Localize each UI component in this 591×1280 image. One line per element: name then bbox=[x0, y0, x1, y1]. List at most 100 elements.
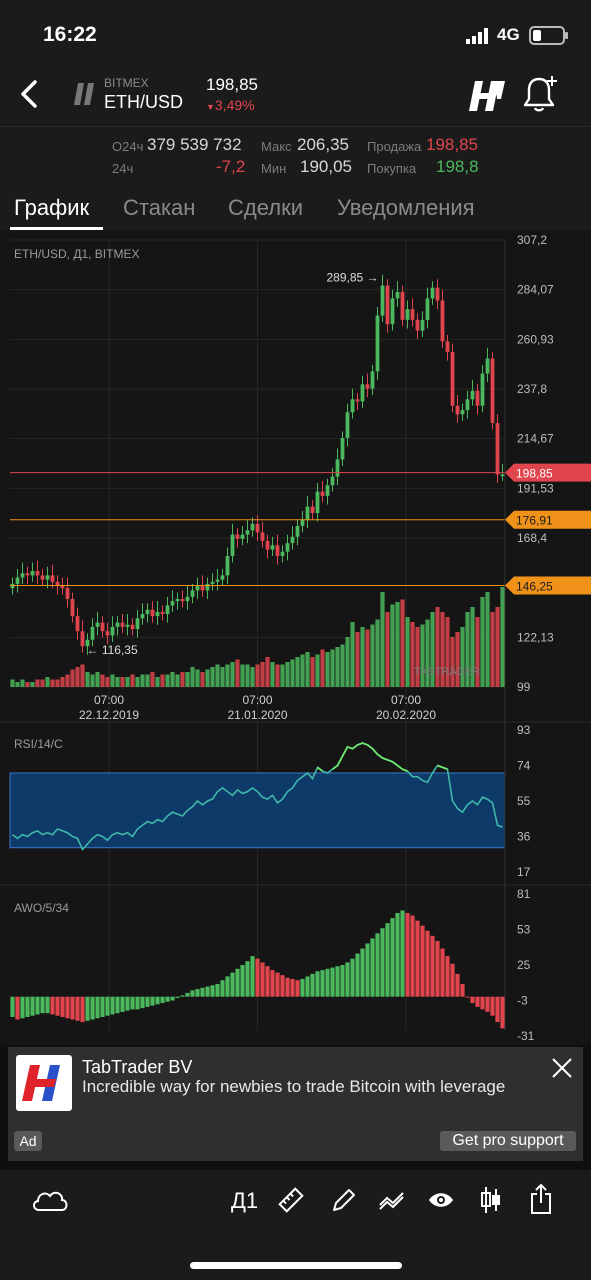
candle bbox=[355, 399, 360, 402]
awo-bar bbox=[70, 996, 75, 1020]
volume-bar bbox=[295, 657, 300, 687]
candle bbox=[445, 341, 450, 353]
y-tick-label: 284,07 bbox=[517, 283, 554, 297]
candle bbox=[160, 611, 165, 615]
candle bbox=[395, 291, 400, 299]
volume-bar bbox=[185, 672, 190, 687]
awo-bar bbox=[395, 913, 400, 997]
volume-bar bbox=[440, 612, 445, 687]
tab-bar: График Стакан Сделки Уведомления bbox=[0, 184, 591, 230]
ticker-header: BITMEX ETH/USD 198,85 ▼3,49% bbox=[0, 68, 591, 126]
back-icon[interactable] bbox=[17, 79, 45, 109]
eye-icon[interactable] bbox=[428, 1191, 454, 1209]
volume-bar bbox=[80, 664, 85, 687]
volume-bar bbox=[120, 677, 125, 687]
price-chart[interactable]: 307,2 284,07 260,93 237,8 214,67 191,53 168,4 1… bbox=[0, 230, 591, 1045]
market-stats: O24ч 379 539 732 24ч -7,2 Макс 206,35 Ми… bbox=[0, 126, 591, 186]
awo-bar bbox=[200, 987, 205, 997]
tabtrader-logo-icon[interactable] bbox=[469, 81, 505, 111]
rsi-overbought-line bbox=[316, 766, 324, 772]
awo-bar bbox=[370, 938, 375, 997]
rsi-overbought-line bbox=[331, 742, 408, 772]
awo-bar bbox=[25, 996, 30, 1017]
price-level-label: 146,25 bbox=[516, 580, 553, 594]
pencil-icon[interactable] bbox=[330, 1186, 356, 1214]
awo-bar bbox=[185, 992, 190, 997]
awo-bar bbox=[120, 996, 125, 1012]
candle bbox=[315, 491, 320, 514]
get-pro-support-button[interactable]: Get pro support bbox=[440, 1131, 576, 1151]
volume-bar bbox=[210, 667, 215, 687]
volume-bar bbox=[380, 592, 385, 687]
candle bbox=[440, 300, 445, 342]
y-tick-label: 260,93 bbox=[517, 332, 554, 346]
awo-bar bbox=[475, 996, 480, 1007]
volume-bar bbox=[200, 672, 205, 687]
candle bbox=[465, 399, 470, 411]
awo-bar bbox=[190, 990, 195, 997]
ruler-icon[interactable] bbox=[277, 1186, 305, 1214]
share-icon[interactable] bbox=[530, 1183, 552, 1215]
candle bbox=[170, 601, 175, 606]
candle bbox=[215, 579, 220, 582]
volume-bar bbox=[360, 627, 365, 687]
candle bbox=[35, 571, 40, 576]
interval-button[interactable]: Д1 bbox=[231, 1188, 259, 1213]
volume-bar bbox=[445, 617, 450, 687]
awo-bar bbox=[165, 996, 170, 1002]
min-value: 190,05 bbox=[300, 157, 352, 176]
candle bbox=[400, 291, 405, 320]
volume-bar bbox=[335, 647, 340, 687]
volume-value: 379 539 732 bbox=[147, 135, 242, 154]
pair-name[interactable]: ETH/USD bbox=[104, 92, 184, 112]
candle bbox=[350, 399, 355, 413]
volume-bar bbox=[325, 652, 330, 687]
tab-chart[interactable]: График bbox=[14, 195, 90, 220]
add-alert-bell-icon[interactable] bbox=[522, 74, 560, 114]
awo-bar bbox=[305, 976, 310, 997]
min-label: Мин bbox=[261, 161, 287, 176]
awo-bar bbox=[380, 928, 385, 997]
tab-trades[interactable]: Сделки bbox=[228, 195, 303, 220]
x-tick-time: 07:00 bbox=[242, 693, 272, 707]
volume-bar bbox=[215, 664, 220, 687]
volume-bar bbox=[385, 612, 390, 687]
candle bbox=[365, 384, 370, 389]
ad-banner[interactable]: TabTrader BV Incredible way for newbies … bbox=[8, 1047, 583, 1161]
candle bbox=[180, 598, 185, 602]
y-tick-label: 168,4 bbox=[517, 531, 547, 545]
rsi-tick-label: 36 bbox=[517, 830, 531, 844]
awo-bar bbox=[95, 996, 100, 1019]
candle bbox=[490, 358, 495, 423]
candle bbox=[305, 506, 310, 520]
candle bbox=[85, 639, 90, 647]
candles-icon[interactable] bbox=[480, 1185, 502, 1215]
awo-bar bbox=[255, 958, 260, 997]
close-icon[interactable] bbox=[550, 1056, 574, 1080]
candle bbox=[200, 586, 205, 591]
awo-tick-label: 53 bbox=[517, 923, 531, 937]
volume-bar bbox=[270, 662, 275, 687]
candle bbox=[270, 545, 275, 550]
volume-bar bbox=[115, 677, 120, 687]
indicators-icon[interactable] bbox=[378, 1189, 406, 1211]
candle bbox=[450, 352, 455, 406]
change-label: 24ч bbox=[112, 161, 134, 176]
volume-bar bbox=[70, 669, 75, 687]
awo-bar bbox=[80, 996, 85, 1023]
awo-bar bbox=[220, 980, 225, 997]
price-change: ▼3,49% bbox=[206, 97, 255, 113]
down-arrow-icon: ▼ bbox=[206, 102, 215, 112]
candle bbox=[390, 298, 395, 325]
sell-label: Продажа bbox=[367, 139, 422, 154]
change-value: -7,2 bbox=[216, 157, 246, 176]
volume-bar bbox=[60, 677, 65, 687]
volume-bar bbox=[290, 659, 295, 687]
awo-bar bbox=[365, 943, 370, 997]
tab-orderbook[interactable]: Стакан bbox=[123, 195, 196, 220]
cloud-icon[interactable] bbox=[30, 1187, 70, 1213]
candle bbox=[90, 626, 95, 640]
network-label: 4G bbox=[497, 25, 520, 44]
awo-title: AWO/5/34 bbox=[14, 901, 69, 915]
tab-alerts[interactable]: Уведомления bbox=[337, 195, 475, 220]
